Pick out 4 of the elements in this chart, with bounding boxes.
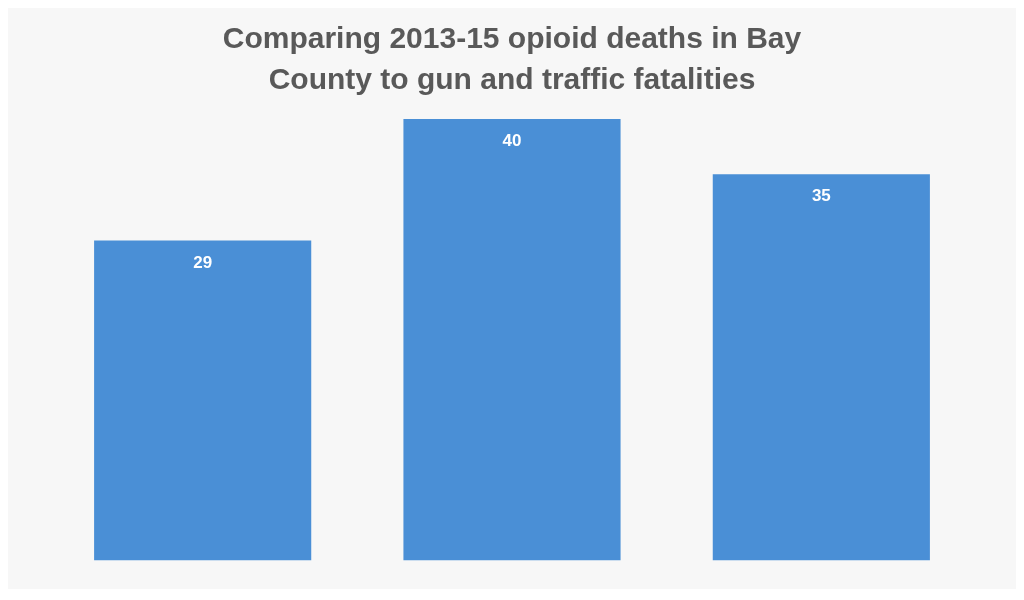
data-label: 40 <box>502 131 522 151</box>
data-label: 35 <box>811 186 831 206</box>
chart-title: Comparing 2013-15 opioid deaths in Bay County to gun and traffic fatalities <box>221 20 803 97</box>
data-label: 29 <box>193 252 213 272</box>
